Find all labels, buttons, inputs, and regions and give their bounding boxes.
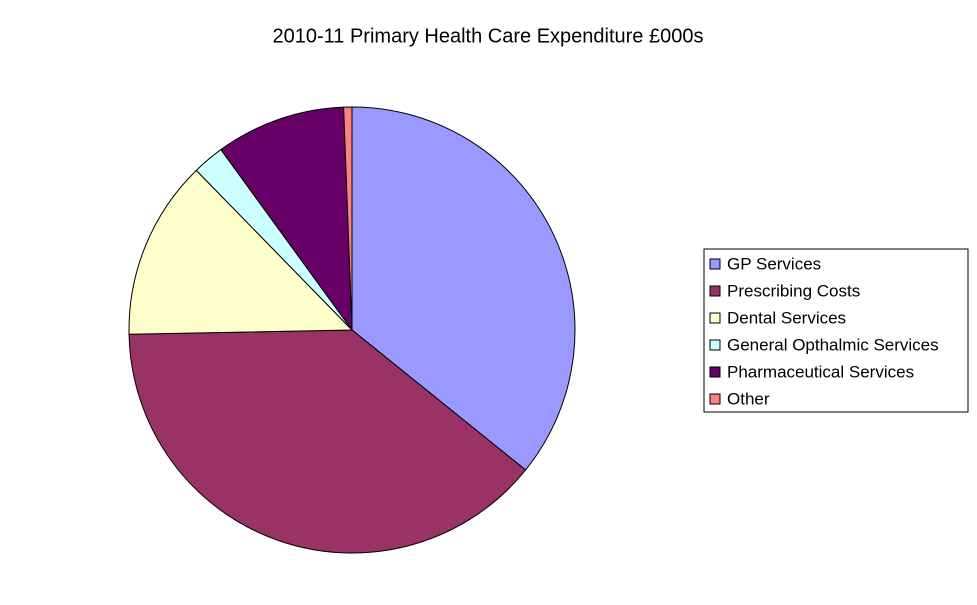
legend-label: GP Services <box>727 254 821 273</box>
pie-slice <box>343 106 353 331</box>
legend-swatch <box>709 339 721 351</box>
legend-swatch <box>709 393 721 405</box>
legend-label: General Opthalmic Services <box>727 335 939 354</box>
legend-label: Prescribing Costs <box>727 281 860 300</box>
legend-box <box>703 248 969 413</box>
pie <box>128 106 576 554</box>
pie-slice <box>128 329 527 554</box>
pie-slice <box>351 106 576 471</box>
legend-label: Dental Services <box>727 308 846 327</box>
pie-slice <box>128 169 354 335</box>
pie-slice <box>220 106 353 332</box>
legend-label: Pharmaceutical Services <box>727 362 914 381</box>
legend-label: Other <box>727 389 770 408</box>
legend: GP Services Prescribing Costs Dental Servi… <box>703 248 969 413</box>
legend-swatch <box>709 285 721 297</box>
legend-swatch <box>709 258 721 270</box>
legend-swatch <box>709 366 721 378</box>
legend-swatch <box>709 312 721 324</box>
chart-title: 2010-11 Primary Health Care Expenditure … <box>273 25 704 47</box>
